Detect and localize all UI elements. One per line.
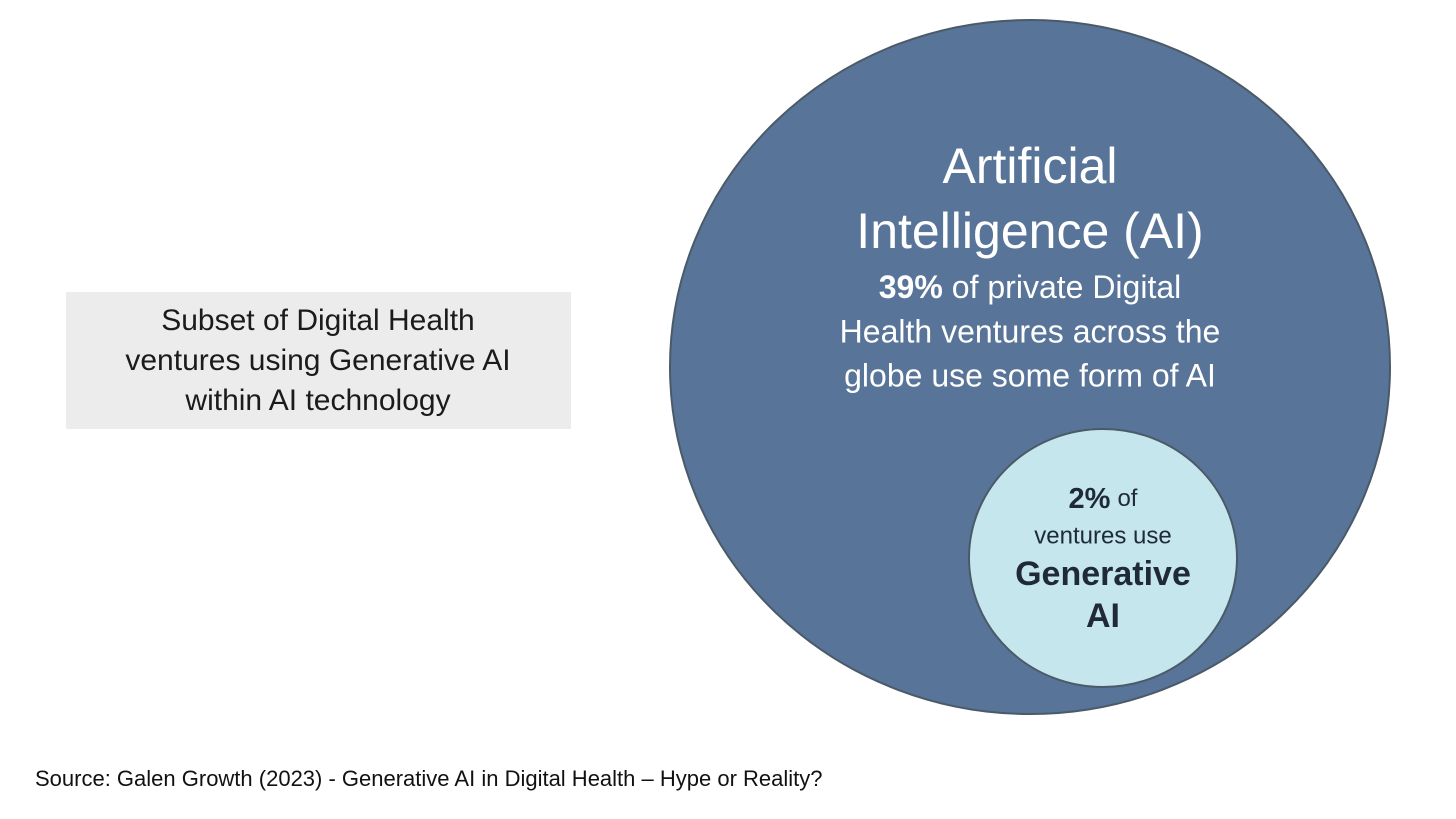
inner-stat: 2% — [1069, 483, 1111, 515]
inner-emphasis: AI — [1086, 597, 1120, 635]
outer-title: Intelligence (AI) — [856, 203, 1203, 259]
outer-stat: 39% — [879, 269, 943, 305]
inner-stat-text: of — [1117, 485, 1137, 512]
inner-line: ventures use — [1034, 522, 1171, 549]
source: Source: Galen Growth (2023) - Generative… — [35, 766, 823, 791]
note-text: Subset of Digital Health ventures using … — [125, 304, 510, 417]
inner-emphasis: Generative — [1015, 555, 1191, 593]
note-box — [66, 292, 571, 429]
outer-title: Artificial — [942, 138, 1117, 194]
outer-text: Artificial Intelligence (AI) 39% of priva… — [840, 138, 1221, 393]
inner-stat-line: 2% of — [1069, 483, 1138, 515]
outer-description: Health ventures across the — [840, 313, 1221, 349]
inner-circle — [968, 428, 1238, 688]
note-line: ventures using Generative AI — [125, 344, 510, 377]
note-line: Subset of Digital Health — [161, 304, 475, 337]
outer-stat-line: 39% of private Digital — [879, 269, 1181, 305]
outer-description: globe use some form of AI — [844, 357, 1216, 393]
note-line: within AI technology — [184, 384, 450, 417]
outer-stat-text: of private Digital — [952, 269, 1181, 305]
inner-text: 2% of ventures use Generative AI — [1015, 483, 1191, 635]
